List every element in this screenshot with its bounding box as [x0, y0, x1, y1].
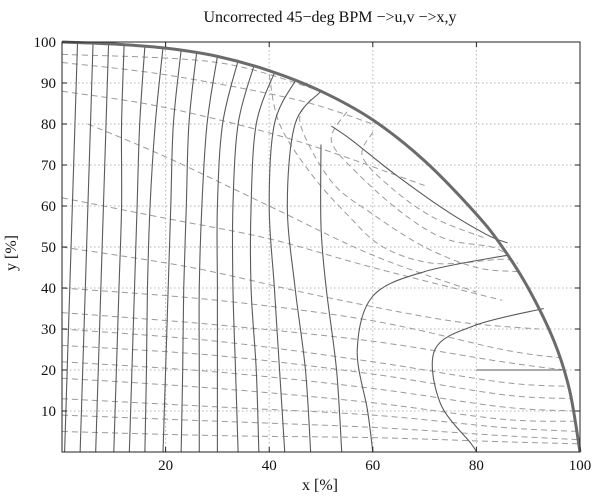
solid-contour-line — [320, 144, 343, 453]
solid-contour-line — [162, 50, 182, 453]
solid-contour-line — [431, 307, 544, 453]
dashed-contour-line — [61, 197, 503, 301]
dashed-contour-line — [361, 131, 487, 240]
grid — [62, 42, 580, 452]
x-axis-label: x [%] — [302, 477, 338, 494]
solid-contour-line — [180, 52, 198, 453]
dashed-contour-line — [61, 328, 570, 387]
dashed-contour-line — [61, 414, 581, 441]
series-layer — [61, 40, 582, 453]
solid-contour-line — [128, 46, 146, 453]
y-tick-label: 50 — [41, 240, 56, 256]
dashed-contour-line — [268, 74, 519, 265]
dashed-contour-line — [299, 99, 518, 273]
boundary-line — [61, 40, 582, 453]
axes: 20 40 60 80 100 10 20 30 40 50 60 70 80 90 100 — [34, 35, 592, 474]
y-tick-label: 80 — [41, 117, 56, 133]
dashed-contour-line — [61, 246, 539, 330]
dashed-contour-line — [87, 123, 477, 293]
solid-contour-line — [268, 80, 296, 453]
x-tick-label: 100 — [569, 458, 592, 474]
solid-contour-line — [249, 72, 275, 453]
solid-contour-line — [231, 66, 255, 453]
x-tick-label: 40 — [262, 458, 277, 474]
solid-contour-line — [356, 254, 508, 453]
dashed-contour-line — [61, 312, 565, 371]
solid-contour-line — [144, 47, 164, 453]
dashed-contour-line — [61, 90, 425, 186]
solid-contour-line — [95, 41, 110, 453]
dashed-contour-line — [61, 398, 581, 432]
x-tick-label: 60 — [365, 458, 380, 474]
y-tick-label: 20 — [41, 363, 56, 379]
solid-contour-line — [198, 56, 218, 452]
dashed-contour-line — [61, 53, 322, 92]
dashed-contour-line — [61, 361, 575, 412]
y-tick-label: 70 — [41, 158, 56, 174]
dashed-contour-line — [61, 62, 373, 125]
dashed-contour-line — [61, 287, 560, 359]
dashed-contour-line — [330, 111, 508, 256]
chart-title: Uncorrected 45−deg BPM −>u,v −>x,y — [203, 9, 456, 26]
solid-contour-line — [113, 44, 125, 453]
y-tick-label: 90 — [41, 76, 56, 92]
y-tick-label: 60 — [41, 199, 56, 215]
solid-contour-line — [331, 125, 508, 244]
dashed-contour-line — [61, 431, 581, 445]
y-axis-label: y [%] — [3, 235, 20, 271]
dashed-contour-line — [61, 377, 578, 422]
solid-contour-line — [79, 41, 94, 453]
y-tick-label: 40 — [41, 281, 56, 297]
dashed-contour-line — [61, 344, 573, 400]
y-tick-label: 10 — [41, 404, 56, 420]
x-tick-label: 20 — [158, 458, 173, 474]
y-tick-label: 100 — [34, 35, 57, 51]
solid-contour-line — [216, 60, 239, 452]
y-tick-label: 30 — [41, 322, 56, 338]
solid-contour-line — [64, 41, 79, 453]
x-tick-label: 80 — [469, 458, 484, 474]
solid-contour-line — [286, 90, 322, 453]
